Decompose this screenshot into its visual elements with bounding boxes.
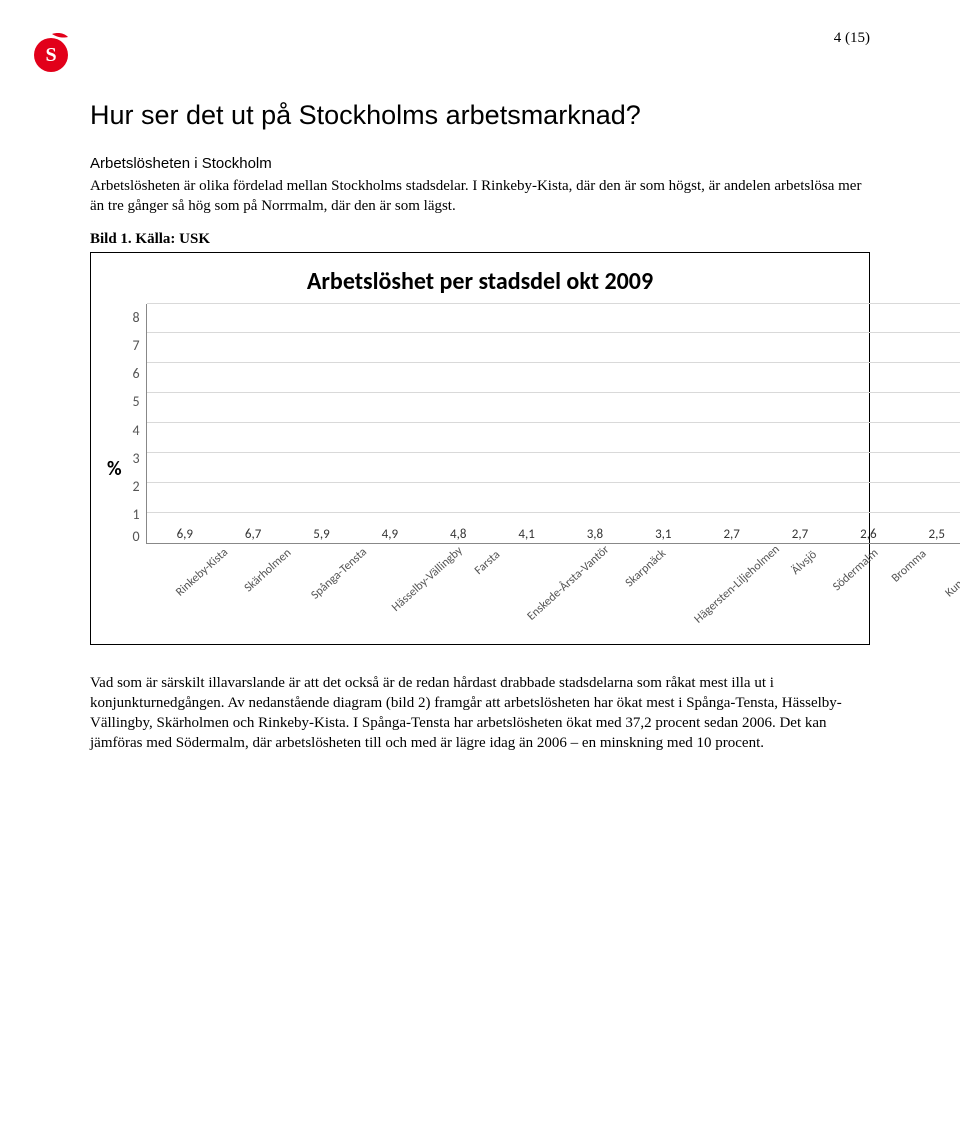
bar-column: 5,9	[290, 528, 352, 543]
page-title: Hur ser det ut på Stockholms arbetsmarkn…	[90, 100, 870, 131]
bar-value-label: 2,7	[792, 528, 808, 541]
bar-column: 3,1	[632, 528, 694, 543]
y-tick: 4	[132, 424, 139, 438]
page-number: 4 (15)	[834, 30, 870, 47]
bars-row: 6,96,75,94,94,84,13,83,12,72,72,62,52,22…	[147, 304, 960, 543]
y-tick: 2	[132, 480, 139, 494]
bar-value-label: 4,1	[518, 528, 534, 541]
bar-column: 4,1	[495, 528, 557, 543]
figure-caption: Bild 1. Källa: USK	[90, 231, 870, 248]
plot-row: 876543210 6,96,75,94,94,84,13,83,12,72,7…	[122, 304, 960, 544]
section-title: Arbetslösheten i Stockholm	[90, 155, 870, 172]
bar-column: 4,8	[427, 528, 489, 543]
bar-value-label: 6,7	[245, 528, 261, 541]
bar-value-label: 6,9	[177, 528, 193, 541]
bar-column: 2,7	[700, 528, 762, 543]
bar-value-label: 2,5	[929, 528, 945, 541]
plot-area: 6,96,75,94,94,84,13,83,12,72,72,62,52,22…	[146, 304, 960, 544]
after-paragraph: Vad som är särskilt illavarslande är att…	[90, 673, 870, 754]
y-tick: 8	[132, 311, 139, 325]
bar-chart: Arbetslöshet per stadsdel okt 2009 % 8 7 6…	[90, 252, 870, 645]
bar-column: 4,9	[359, 528, 421, 543]
y-tick: 0	[132, 530, 139, 544]
y-tick: 5	[132, 395, 139, 409]
y-tick: 6	[132, 367, 139, 381]
y-tick: 1	[132, 508, 139, 522]
y-tick: 3	[132, 452, 139, 466]
bar-value-label: 5,9	[313, 528, 329, 541]
bar-column: 6,9	[154, 528, 216, 543]
y-ticks: 8 7 6 5 4 3 2 1 0	[122, 304, 146, 544]
chart-title: Arbetslöshet per stadsdel okt 2009	[107, 267, 853, 296]
bar-value-label: 4,8	[450, 528, 466, 541]
bar-value-label: 3,1	[655, 528, 671, 541]
y-tick: 7	[132, 339, 139, 353]
chart-body: % 876543210 6,96,75,94,94,84,13,83,12,72…	[107, 304, 853, 634]
plot-wrap: 876543210 6,96,75,94,94,84,13,83,12,72,7…	[122, 304, 960, 634]
bar-column: 6,7	[222, 528, 284, 543]
svg-text:S: S	[45, 44, 56, 66]
y-axis-unit: %	[107, 304, 122, 634]
bar-column: 2,7	[769, 528, 831, 543]
bar-value-label: 2,7	[723, 528, 739, 541]
bar-value-label: 2,6	[860, 528, 876, 541]
bar-column: 2,6	[837, 528, 899, 543]
party-logo: S	[28, 28, 74, 74]
document-page: 4 (15) S Hur ser det ut på Stockholms ar…	[0, 0, 960, 1132]
bar-value-label: 4,9	[382, 528, 398, 541]
x-labels: Rinkeby-KistaSkärholmenSpånga-TenstaHäss…	[122, 544, 960, 634]
intro-paragraph: Arbetslösheten är olika fördelad mellan …	[90, 176, 870, 217]
